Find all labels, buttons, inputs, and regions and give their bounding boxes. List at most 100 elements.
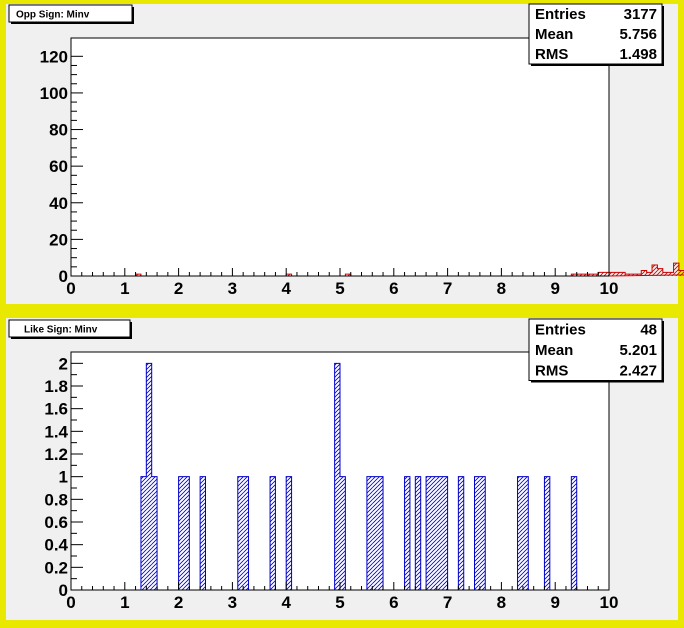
y-tick-label: 20 (49, 230, 68, 249)
histogram-bar (372, 476, 378, 590)
histogram-bar (646, 272, 653, 276)
x-tick-label: 2 (174, 593, 183, 612)
histogram-bar (678, 270, 684, 276)
y-tick-label: 80 (49, 121, 68, 140)
histogram-bar (598, 272, 604, 276)
stats-value: 48 (640, 322, 657, 339)
histogram-bar (522, 476, 529, 590)
y-tick-label: 1.2 (44, 445, 68, 464)
histogram-bar (587, 274, 593, 276)
stats-name: RMS (535, 46, 568, 63)
histogram-bar (135, 274, 141, 276)
histogram-bar (404, 476, 410, 590)
y-tick-label: 100 (40, 84, 68, 103)
x-tick-label: 0 (66, 279, 75, 298)
histogram-bar (517, 476, 523, 590)
x-tick-label: 9 (550, 593, 559, 612)
histogram-bar (200, 476, 206, 590)
stats-box-frame (528, 3, 663, 65)
x-tick-label: 5 (335, 279, 344, 298)
stats-name: Mean (535, 26, 573, 43)
chart-title: Opp Sign: Minv (16, 10, 90, 21)
stats-box-like-sign: Entries 48 Mean 5.201 RMS 2.427 (528, 318, 664, 383)
histogram-like-sign (71, 362, 609, 591)
histogram-bar (571, 476, 577, 590)
plot-area (70, 37, 610, 277)
x-tick-label: 7 (443, 279, 452, 298)
histogram-bar (377, 476, 384, 590)
stats-value: 1.498 (619, 46, 657, 63)
histogram-bar (146, 363, 152, 590)
histogram-bar (270, 476, 276, 590)
x-tick-label: 1 (120, 593, 129, 612)
x-tick-label: 10 (600, 279, 619, 298)
title-box-frame (8, 319, 131, 338)
histogram-bar (458, 476, 464, 590)
histogram-bar (431, 476, 437, 590)
stats-value: 3177 (624, 6, 657, 23)
histogram-bar (436, 476, 443, 590)
histogram-bar (652, 265, 658, 276)
histogram-bar (366, 476, 373, 590)
y-tick-label: 0 (59, 267, 68, 286)
histogram-bar (243, 476, 249, 590)
histogram-bar (286, 476, 292, 590)
title-box-like-sign: Like Sign: Minv (8, 319, 132, 339)
title-box-opp-sign: Opp Sign: Minv (8, 4, 134, 24)
x-tick-label: 8 (497, 279, 506, 298)
axes-like-sign: 0 1 2 3 4 5 6 7 8 9 10 0 0.2 0.4 0.6 0.8 1 1.2 1.4 1.6 1.8 2 (44, 352, 618, 612)
histogram-bar (582, 274, 588, 276)
histogram-bar (286, 274, 292, 276)
histogram-bar (625, 274, 631, 276)
x-tick-label: 6 (389, 279, 398, 298)
x-tick-label: 5 (335, 593, 344, 612)
x-tick-label: 0 (66, 593, 75, 612)
histogram-bar (592, 274, 599, 276)
y-tick-label: 1.4 (44, 422, 68, 441)
title-box-frame (8, 4, 133, 23)
chart-title: Like Sign: Minv (24, 325, 98, 336)
histogram-bar (614, 272, 620, 276)
stats-value: 2.427 (619, 363, 657, 380)
histogram-bar (426, 476, 432, 590)
histogram-bar (662, 272, 669, 276)
x-tick-label: 3 (228, 279, 237, 298)
x-tick-label: 8 (497, 593, 506, 612)
histogram-bar (479, 476, 486, 590)
y-tick-label: 1.6 (44, 400, 68, 419)
x-tick-label: 10 (600, 593, 619, 612)
histogram-bar (641, 270, 647, 276)
stats-name: Mean (535, 342, 573, 359)
histogram-bar (609, 272, 615, 276)
histogram-bar (474, 476, 480, 590)
histogram-bar (657, 268, 663, 276)
y-tick-label: 120 (40, 47, 68, 66)
y-tick-label: 1 (59, 468, 68, 487)
x-tick-label: 7 (443, 593, 452, 612)
histogram-bar (334, 363, 340, 590)
x-tick-label: 6 (389, 593, 398, 612)
x-tick-label: 1 (120, 279, 129, 298)
histogram-bar (340, 476, 346, 590)
histogram-bar (183, 476, 190, 590)
histogram-bar (237, 476, 244, 590)
y-tick-label: 60 (49, 157, 68, 176)
histogram-bar (619, 272, 626, 276)
x-tick-label: 3 (228, 593, 237, 612)
histogram-bar (544, 476, 550, 590)
histogram-bar (576, 274, 583, 276)
histogram-bar (630, 274, 636, 276)
stats-name: RMS (535, 363, 568, 380)
x-tick-label: 2 (174, 279, 183, 298)
y-tick-label: 40 (49, 194, 68, 213)
histogram-bar (140, 476, 147, 590)
x-tick-label: 9 (550, 279, 559, 298)
y-tick-label: 1.8 (44, 377, 68, 396)
histogram-bar (151, 476, 158, 590)
y-tick-label: 0 (59, 581, 68, 600)
stats-box-frame (528, 318, 663, 381)
stats-value: 5.756 (619, 26, 657, 43)
pad-like-sign: 0 1 2 3 4 5 6 7 8 9 1000.20.40.60.811.21.41.61.82 … (6, 318, 678, 620)
